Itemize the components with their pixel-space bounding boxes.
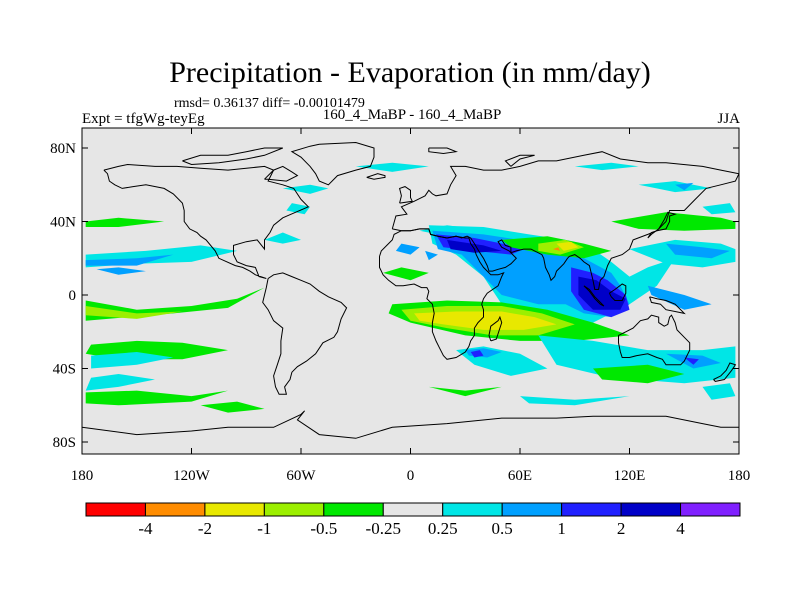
colorbar-bin-2 (204, 502, 265, 517)
contour-region-16 (425, 250, 438, 261)
colorbar-bin-10 (680, 502, 741, 517)
coastline-3 (391, 151, 739, 290)
contour-region-10 (264, 232, 301, 244)
experiment-label: Expt = tfgWg-teyEg (82, 111, 205, 127)
colorbar-label-9: 4 (676, 519, 685, 538)
colorbar-bin-3 (263, 502, 325, 517)
contour-region-47 (702, 203, 736, 215)
contour-region-23 (647, 285, 712, 310)
contour-region-0 (85, 287, 265, 321)
x-tick-label-4: 60E (508, 468, 532, 484)
stats-label: rmsd= 0.36137 diff= -0.00101479 (174, 96, 365, 111)
colorbar-bin-9 (620, 502, 682, 517)
contour-region-44 (638, 181, 712, 193)
contour-region-4 (96, 267, 146, 275)
chart-title: Precipitation - Evaporation (in mm/day) (169, 56, 651, 89)
colorbar: -4 -2 -1 -0.5 -0.25 0.25 0.5 1 2 4 (85, 502, 741, 538)
colorbar-bin-4 (323, 502, 384, 517)
contour-region-8 (85, 374, 155, 391)
contour-region-42 (520, 396, 630, 406)
contour-region-43 (428, 386, 502, 397)
colorbar-bin-8 (561, 502, 622, 517)
contour-region-46 (574, 162, 639, 171)
coastline-14 (366, 173, 386, 180)
contour-region-14 (355, 162, 429, 172)
x-tick-label-1: 120W (173, 468, 211, 484)
x-axis: 180 120W 60W 0 60E 120E 180 (71, 128, 751, 484)
contour-region-33 (552, 247, 561, 251)
coastline-17 (428, 147, 459, 155)
contour-region-41 (702, 383, 736, 400)
contour-region-1 (85, 306, 183, 319)
coastline-0 (103, 163, 310, 279)
contour-fill-layer (85, 162, 736, 413)
x-tick-label-0: 180 (71, 468, 94, 484)
contour-region-7 (91, 352, 174, 369)
contour-region-36 (470, 350, 484, 358)
colorbar-label-6: 0.5 (492, 519, 513, 538)
contour-region-38 (593, 364, 685, 384)
contour-region-49 (200, 401, 265, 413)
coastline-16 (182, 147, 283, 166)
contour-region-25 (666, 243, 730, 259)
contour-region-12 (383, 267, 429, 281)
x-tick-label-3: 0 (407, 468, 415, 484)
x-tick-label-6: 180 (728, 468, 751, 484)
coastline-18 (504, 154, 535, 167)
x-tick-label-2: 60W (286, 468, 316, 484)
colorbar-label-0: -4 (138, 519, 153, 538)
colorbar-bin-6 (442, 502, 503, 517)
coastline-2 (290, 141, 375, 186)
contour-region-19 (436, 234, 524, 255)
y-axis: 80N 40N 0 40S 80S (50, 141, 739, 451)
contour-region-32 (556, 241, 579, 251)
contour-region-29 (414, 311, 557, 330)
coastline-4 (379, 228, 505, 360)
coastline-layer (82, 141, 739, 447)
coastline-7 (82, 410, 739, 447)
coastline-8 (399, 186, 414, 204)
colorbar-label-1: -2 (198, 519, 212, 538)
chart-subtitle: 160_4_MaBP - 160_4_MaBP (323, 107, 502, 123)
contour-region-45 (675, 182, 694, 191)
contour-region-15 (395, 243, 420, 255)
season-label: JJA (717, 111, 740, 127)
coastline-10 (583, 285, 605, 307)
contour-region-9 (85, 390, 228, 406)
y-tick-label-4: 80S (53, 435, 76, 451)
colorbar-label-7: 1 (557, 519, 566, 538)
contour-region-21 (447, 239, 502, 253)
colorbar-bin-1 (144, 502, 206, 517)
contour-region-40 (684, 357, 699, 365)
coastline-1 (262, 272, 348, 395)
colorbar-label-2: -1 (257, 519, 271, 538)
colorbar-label-5: 0.25 (428, 519, 458, 538)
coastline-13 (713, 362, 737, 382)
colorbar-label-3: -0.5 (310, 519, 337, 538)
contour-region-5 (85, 217, 165, 227)
coastline-12 (649, 296, 686, 315)
contour-region-48 (282, 184, 329, 194)
coastline-9 (647, 211, 677, 239)
contour-region-3 (85, 254, 174, 266)
y-tick-label-1: 40N (50, 215, 76, 231)
y-tick-label-0: 80N (50, 141, 76, 157)
coastline-11 (608, 283, 627, 301)
y-tick-label-2: 0 (69, 288, 77, 304)
colorbar-label-8: 2 (617, 519, 626, 538)
coastline-6 (618, 314, 691, 366)
coastline-15 (264, 165, 299, 182)
x-tick-label-5: 120E (614, 468, 646, 484)
contour-region-22 (578, 276, 626, 310)
y-tick-label-3: 40S (53, 362, 76, 378)
colorbar-bin-7 (501, 502, 563, 517)
contour-region-37 (538, 335, 736, 384)
colorbar-bin-0 (85, 502, 146, 517)
contour-region-26 (611, 212, 736, 231)
coastline-5 (488, 315, 503, 342)
colorbar-label-4: -0.25 (366, 519, 401, 538)
colorbar-bin-5 (382, 502, 444, 517)
contour-region-11 (286, 203, 311, 215)
